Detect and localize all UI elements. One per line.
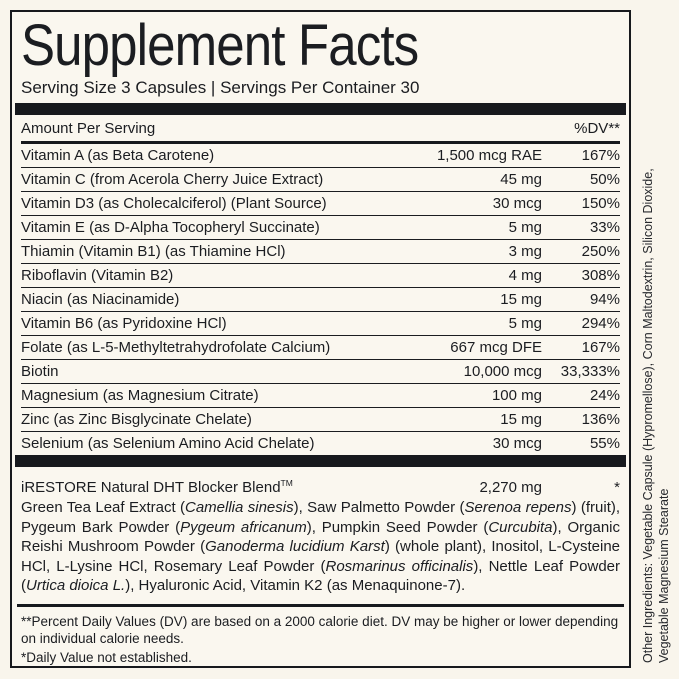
nutrient-dv: 33% <box>589 219 620 236</box>
nutrient-amount: 5 mg <box>508 219 542 236</box>
nutrient-name: Biotin <box>21 363 59 380</box>
blend-amount: 2,270 mg <box>479 479 542 496</box>
table-row: Biotin 10,000 mcg 33,333% <box>21 360 620 384</box>
page-title: Supplement Facts <box>21 16 620 76</box>
blend-description: Green Tea Leaf Extract (Camellia sinesis… <box>21 499 621 594</box>
nutrient-amount: 15 mg <box>500 291 542 308</box>
nutrient-amount: 5 mg <box>508 315 542 332</box>
supplement-facts-panel: Supplement Facts Serving Size 3 Capsules… <box>10 10 631 668</box>
table-row: Vitamin B6 (as Pyridoxine HCl) 5 mg 294% <box>21 312 620 336</box>
page-title-text: Supplement Facts <box>21 13 419 78</box>
nutrient-dv: 24% <box>589 387 620 404</box>
table-row: Vitamin E (as D-Alpha Tocopheryl Succina… <box>21 216 620 240</box>
nutrient-dv: 33,333% <box>560 363 620 380</box>
other-ingredients-line: Vegetable Magnesium Stearate <box>656 488 671 663</box>
footnote-divider <box>17 603 624 607</box>
nutrient-rows: Vitamin A (as Beta Carotene) 1,500 mcg R… <box>21 144 620 455</box>
nutrient-name: Magnesium (as Magnesium Citrate) <box>21 387 259 404</box>
nutrient-amount: 10,000 mcg <box>463 363 542 380</box>
nutrient-dv: 150% <box>581 195 620 212</box>
nutrient-dv: 167% <box>581 147 620 164</box>
nutrient-dv: 55% <box>589 435 620 452</box>
table-row: Vitamin D3 (as Cholecalciferol) (Plant S… <box>21 192 620 216</box>
nutrient-amount: 1,500 mcg RAE <box>436 147 542 164</box>
nutrient-name: Vitamin B6 (as Pyridoxine HCl) <box>21 315 227 332</box>
nutrient-amount: 30 mcg <box>492 435 542 452</box>
amount-per-serving-header: Amount Per Serving <box>21 120 156 137</box>
table-row: Riboflavin (Vitamin B2) 4 mg 308% <box>21 264 620 288</box>
nutrient-name: Vitamin D3 (as Cholecalciferol) (Plant S… <box>21 195 327 212</box>
nutrient-dv: 50% <box>589 171 620 188</box>
divider-bar-blend <box>15 455 626 467</box>
table-row: Folate (as L-5-Methyltetrahydrofolate Ca… <box>21 336 620 360</box>
table-row: Zinc (as Zinc Bisglycinate Chelate) 15 m… <box>21 408 620 432</box>
nutrient-amount: 30 mcg <box>492 195 542 212</box>
dv-header: %DV** <box>574 120 620 137</box>
nutrient-name: Niacin (as Niacinamide) <box>21 291 180 308</box>
blend-header-row: iRESTORE Natural DHT Blocker BlendTM 2,2… <box>21 467 620 496</box>
footnotes: **Percent Daily Values (DV) are based on… <box>21 613 620 667</box>
table-row: Vitamin A (as Beta Carotene) 1,500 mcg R… <box>21 144 620 168</box>
nutrient-dv: 308% <box>581 267 620 284</box>
nutrient-name: Vitamin A (as Beta Carotene) <box>21 147 215 164</box>
nutrient-dv: 294% <box>581 315 620 332</box>
table-row: Selenium (as Selenium Amino Acid Chelate… <box>21 432 620 455</box>
table-row: Niacin (as Niacinamide) 15 mg 94% <box>21 288 620 312</box>
nutrient-amount: 4 mg <box>508 267 542 284</box>
nutrient-amount: 45 mg <box>500 171 542 188</box>
other-ingredients-vertical-text: Other Ingredients: Vegetable Capsule (Hy… <box>641 67 672 663</box>
nutrient-name: Riboflavin (Vitamin B2) <box>21 267 174 284</box>
nutrient-name: Selenium (as Selenium Amino Acid Chelate… <box>21 435 315 452</box>
nutrient-name: Vitamin C (from Acerola Cherry Juice Ext… <box>21 171 324 188</box>
serving-info: Serving Size 3 Capsules | Servings Per C… <box>21 78 420 97</box>
nutrient-name: Zinc (as Zinc Bisglycinate Chelate) <box>21 411 252 428</box>
table-header: Amount Per Serving %DV** <box>21 115 620 144</box>
blend-name: iRESTORE Natural DHT Blocker BlendTM <box>21 475 392 496</box>
nutrient-amount: 3 mg <box>508 243 542 260</box>
table-row: Vitamin C (from Acerola Cherry Juice Ext… <box>21 168 620 192</box>
nutrient-amount: 667 mcg DFE <box>450 339 542 356</box>
nutrient-dv: 167% <box>581 339 620 356</box>
blend-dv: * <box>614 479 620 496</box>
table-row: Thiamin (Vitamin B1) (as Thiamine HCl) 3… <box>21 240 620 264</box>
nutrient-dv: 94% <box>589 291 620 308</box>
nutrient-name: Thiamin (Vitamin B1) (as Thiamine HCl) <box>21 243 286 260</box>
blend-name-text: iRESTORE Natural DHT Blocker Blend <box>21 479 281 496</box>
trademark-superscript: TM <box>280 478 293 488</box>
nutrient-amount: 15 mg <box>500 411 542 428</box>
nutrient-name: Folate (as L-5-Methyltetrahydrofolate Ca… <box>21 339 331 356</box>
nutrient-amount: 100 mg <box>491 387 542 404</box>
nutrient-dv: 136% <box>581 411 620 428</box>
other-ingredients-line: Other Ingredients: Vegetable Capsule (Hy… <box>641 168 655 663</box>
table-row: Magnesium (as Magnesium Citrate) 100 mg … <box>21 384 620 408</box>
footnote-line: *Daily Value not established. <box>21 649 192 665</box>
footnote-line: **Percent Daily Values (DV) are based on… <box>21 613 619 647</box>
nutrient-dv: 250% <box>581 243 620 260</box>
divider-bar-top <box>15 103 626 115</box>
nutrient-name: Vitamin E (as D-Alpha Tocopheryl Succina… <box>21 219 320 236</box>
